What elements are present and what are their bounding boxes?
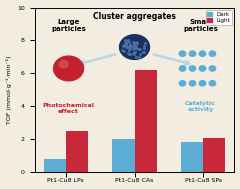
Point (98, 158, 102, 161)
Point (98, 158, 102, 161)
Circle shape (179, 51, 186, 56)
Circle shape (54, 56, 84, 81)
Bar (203, 138, 225, 172)
Point (98, 158, 102, 161)
Point (99, 158, 102, 161)
Point (96, 158, 100, 161)
Point (96, 158, 100, 161)
Point (97, 158, 101, 161)
Point (95, 158, 99, 161)
Point (95, 158, 99, 161)
Circle shape (209, 66, 216, 71)
Bar (44, 159, 66, 172)
Point (96, 159, 100, 162)
Point (95, 158, 99, 161)
Point (99, 158, 103, 161)
Circle shape (199, 66, 206, 71)
Point (95, 157, 99, 160)
Text: Cluster aggregates: Cluster aggregates (93, 12, 176, 22)
Point (101, 159, 105, 162)
Text: Photochemical
effect: Photochemical effect (43, 103, 95, 114)
Point (96, 158, 100, 161)
Circle shape (59, 61, 68, 68)
Bar (181, 142, 203, 172)
Point (102, 159, 105, 162)
Point (99, 158, 103, 161)
Point (96, 158, 100, 161)
Point (96, 158, 100, 161)
Circle shape (189, 51, 196, 56)
Circle shape (179, 66, 186, 71)
Point (97, 158, 101, 161)
Point (98, 158, 102, 161)
Legend: Dark, Light: Dark, Light (206, 10, 232, 25)
Point (96, 159, 100, 162)
Point (98, 158, 102, 161)
Circle shape (189, 81, 196, 86)
Point (102, 158, 105, 161)
Point (97, 158, 101, 161)
Point (96, 158, 99, 161)
Point (102, 158, 106, 161)
Circle shape (189, 66, 196, 71)
Text: Catalytic
activity: Catalytic activity (185, 101, 216, 112)
Point (96, 157, 100, 160)
Point (96, 158, 100, 161)
Point (98, 158, 102, 161)
Point (98, 158, 102, 161)
Point (95, 158, 99, 161)
Point (99, 158, 103, 161)
Text: Small
particles: Small particles (183, 19, 218, 32)
Point (94, 158, 98, 161)
Point (95, 158, 98, 161)
Point (98, 158, 102, 161)
Text: Large
particles: Large particles (51, 19, 86, 32)
Point (98, 158, 102, 161)
Circle shape (209, 51, 216, 56)
Y-axis label: TOF (mmol·g⁻¹·min⁻¹): TOF (mmol·g⁻¹·min⁻¹) (6, 56, 12, 124)
Point (96, 159, 100, 162)
Point (98, 158, 102, 161)
Point (98, 159, 102, 162)
Point (100, 159, 103, 162)
Point (100, 159, 104, 162)
Bar (66, 131, 88, 172)
Point (94, 158, 98, 161)
Point (100, 158, 104, 161)
Point (101, 158, 105, 161)
Point (96, 159, 100, 162)
Point (98, 159, 102, 162)
Point (99, 158, 103, 161)
Point (99, 159, 102, 162)
Point (98, 158, 102, 161)
Point (95, 158, 99, 161)
Circle shape (179, 81, 186, 86)
Circle shape (209, 81, 216, 86)
Circle shape (199, 81, 206, 86)
Bar (134, 70, 156, 172)
Point (98, 158, 102, 161)
Point (98, 159, 102, 162)
Circle shape (120, 35, 150, 59)
Point (95, 159, 98, 162)
Bar (113, 139, 134, 172)
Circle shape (199, 51, 206, 56)
Point (98, 158, 102, 161)
